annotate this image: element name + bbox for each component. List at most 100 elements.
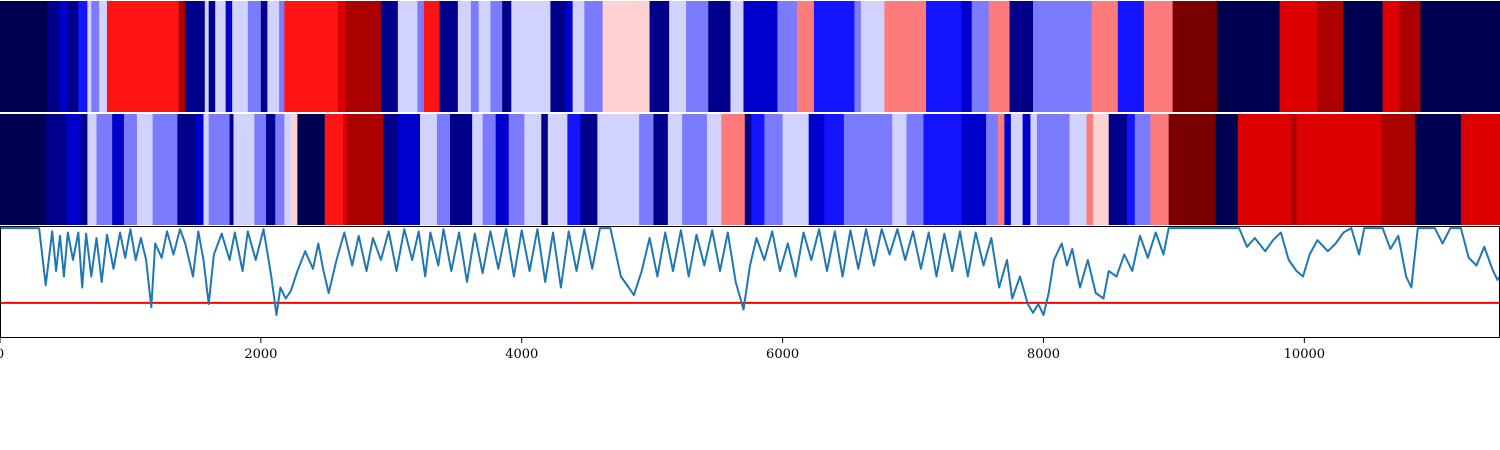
heatmap-cell: [743, 1, 778, 112]
heatmap-cell: [290, 114, 298, 225]
heatmap-cell: [1086, 114, 1094, 225]
heatmap-cell: [923, 114, 962, 225]
heatmap-cell: [0, 114, 47, 225]
heatmap-cell: [96, 114, 113, 225]
heatmap-cell: [1343, 1, 1384, 112]
heatmap-cell: [266, 114, 276, 225]
x-tick-label: 6000: [766, 347, 799, 362]
heatmap-cell: [1134, 114, 1152, 225]
heatmap-cell: [1291, 114, 1298, 225]
heatmap-cell: [1030, 114, 1038, 225]
heatmap-cell: [450, 114, 473, 225]
heatmap-cell: [87, 1, 92, 112]
heatmap-cell: [892, 114, 908, 225]
heatmap-cell: [1172, 1, 1218, 112]
heatmap-cell: [796, 1, 815, 112]
heatmap-cell: [208, 1, 216, 112]
heatmap-cell: [926, 1, 940, 112]
heatmap-cell: [254, 114, 267, 225]
heatmap-cell: [324, 114, 344, 225]
heatmap-cell: [730, 1, 745, 112]
heatmap-cell: [204, 1, 210, 112]
heatmap-cell: [884, 1, 927, 112]
heatmap-cell: [1033, 1, 1093, 112]
heatmap-cell: [46, 1, 61, 112]
heatmap-cell: [1317, 1, 1345, 112]
x-tick-label: 10000: [1284, 347, 1325, 362]
heatmap-cell: [1382, 1, 1401, 112]
heatmap-cell: [490, 1, 503, 112]
heatmap-cell: [597, 114, 640, 225]
heatmap-cell: [66, 114, 82, 225]
heatmap-cell: [1168, 114, 1217, 225]
heatmap-cell: [1420, 1, 1500, 112]
heatmap-cell: [997, 114, 1005, 225]
heatmap-cell: [495, 114, 510, 225]
heatmap-cell: [337, 1, 347, 112]
x-tick-label: 8000: [1027, 347, 1060, 362]
heatmap-cell: [649, 1, 670, 112]
heatmap-cell: [420, 114, 438, 225]
heatmap-cell: [508, 114, 525, 225]
heatmap-cell: [99, 1, 108, 112]
heatmap-cell: [383, 114, 399, 225]
heatmap-cell: [1069, 114, 1088, 225]
heatmap-cell: [267, 1, 280, 112]
heatmap-cell: [185, 1, 206, 112]
heatmap-cell: [580, 114, 598, 225]
heatmap-cell: [808, 114, 825, 225]
heatmap-cell: [91, 1, 100, 112]
heatmap-cell: [457, 1, 472, 112]
heatmap-cell: [939, 1, 962, 112]
heatmap-cell: [639, 114, 655, 225]
heatmap-cell: [843, 114, 893, 225]
heatmap-cell: [541, 114, 549, 225]
heatmap-cell: [472, 114, 484, 225]
heatmap-cell: [439, 1, 459, 112]
heatmap-cell: [229, 114, 235, 225]
heatmap-cell: [547, 114, 568, 225]
heatmap-cell: [1215, 114, 1239, 225]
heatmap-cell: [524, 114, 542, 225]
heatmap-cell: [906, 114, 925, 225]
heatmap-cell: [436, 114, 451, 225]
heatmap-cell: [1093, 114, 1110, 225]
heatmap-cell: [275, 114, 285, 225]
heatmap-cell: [1117, 1, 1145, 112]
heatmap-cell: [667, 114, 683, 225]
heatmap-cell: [380, 1, 399, 112]
heatmap-cell: [112, 114, 125, 225]
heatmap-cell: [284, 1, 339, 112]
heatmap-cell: [470, 1, 480, 112]
heatmap-cell: [1036, 114, 1071, 225]
heatmap-cell: [67, 1, 79, 112]
heatmap-cell: [1010, 114, 1024, 225]
heatmap-cell: [203, 114, 210, 225]
heatmap-cell: [1143, 1, 1174, 112]
heatmap-cell: [653, 114, 669, 225]
heatmap-cell: [971, 1, 990, 112]
heatmap-cell: [247, 1, 262, 112]
heatmap-row-1: [0, 1, 1500, 112]
heatmap-cell: [87, 114, 98, 225]
heatmap-cell: [1460, 114, 1500, 225]
heatmap-cell: [417, 1, 425, 112]
heatmap-cell: [1381, 114, 1416, 225]
heatmap-cell: [215, 1, 227, 112]
heatmap-cell: [208, 114, 231, 225]
heatmap-cell: [297, 114, 326, 225]
heatmap-cell: [860, 1, 885, 112]
heatmap-cell: [751, 114, 765, 225]
heatmap-cell: [482, 114, 497, 225]
heatmap-cell: [782, 114, 810, 225]
heatmap-cell: [279, 1, 285, 112]
series-line: [0, 227, 1500, 316]
x-axis: 0 2000 4000 6000 8000 10000: [0, 338, 1325, 362]
heatmap-cell: [1296, 114, 1382, 225]
heatmap-cell: [744, 114, 752, 225]
heatmap-cell: [721, 114, 746, 225]
heatmap-cell: [1399, 1, 1422, 112]
heatmap-cell: [397, 1, 418, 112]
heatmap-cell: [345, 1, 382, 112]
